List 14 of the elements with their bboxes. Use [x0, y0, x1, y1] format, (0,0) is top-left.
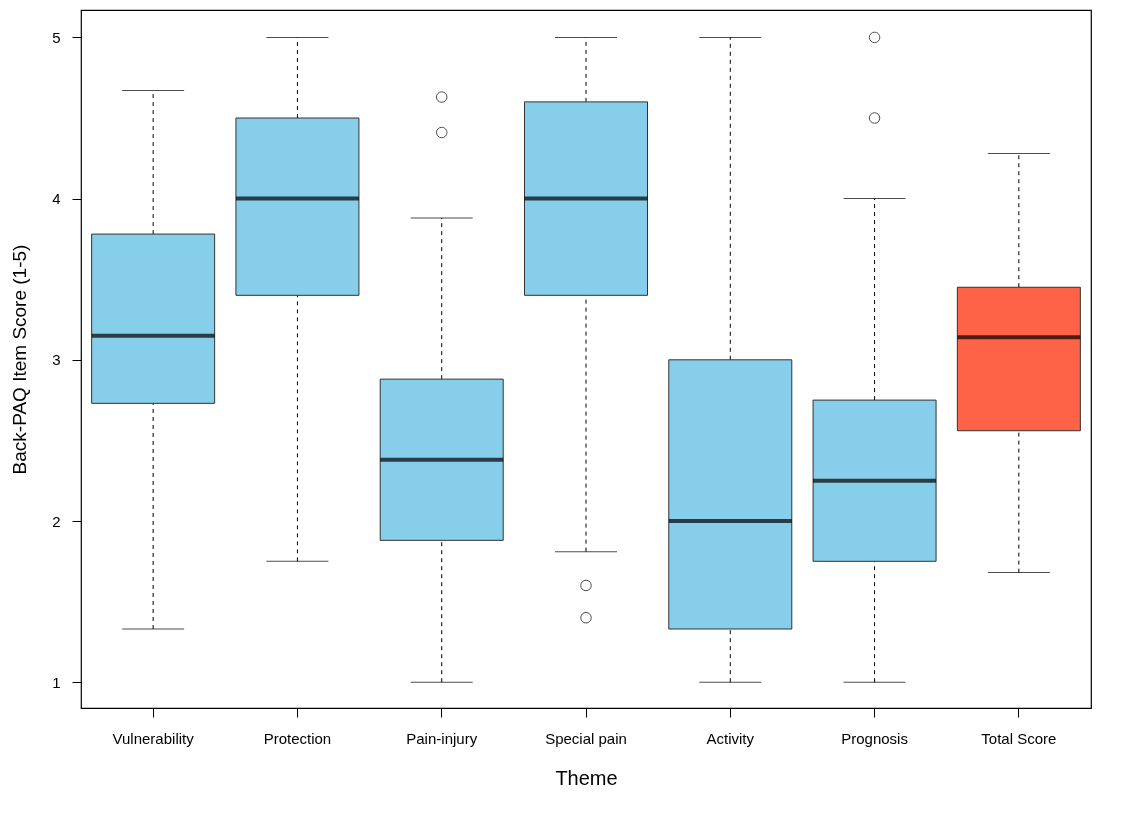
- x-axis-title: Theme: [555, 766, 618, 789]
- y-tick-label: 1: [52, 673, 61, 691]
- y-tick-label: 2: [52, 512, 61, 530]
- x-tick-label: Protection: [263, 729, 332, 747]
- x-tick-label: Pain-injury: [406, 729, 478, 747]
- x-tick-label: Vulnerability: [112, 729, 195, 747]
- x-tick-label: Prognosis: [841, 729, 908, 747]
- y-axis-title: Back-PAQ Item Score (1-5): [9, 244, 31, 475]
- y-tick-label: 5: [52, 28, 61, 46]
- x-tick-label: Activity: [706, 729, 755, 747]
- y-tick-label: 3: [52, 351, 61, 369]
- x-tick-label: Total Score: [981, 729, 1057, 747]
- x-tick-label: Special pain: [545, 729, 627, 747]
- y-tick-label: 4: [52, 190, 61, 208]
